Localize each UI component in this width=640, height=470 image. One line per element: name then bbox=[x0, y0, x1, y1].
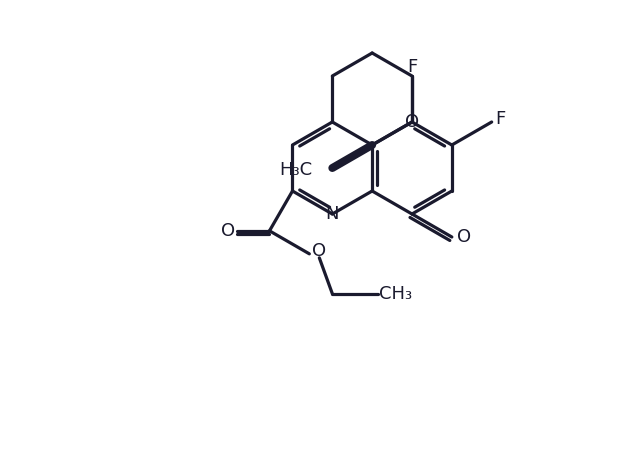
Text: O: O bbox=[405, 113, 419, 131]
Text: CH₃: CH₃ bbox=[379, 285, 412, 303]
Text: N: N bbox=[326, 205, 339, 223]
Text: O: O bbox=[312, 242, 326, 260]
Text: F: F bbox=[407, 58, 417, 76]
Text: H₃C: H₃C bbox=[279, 161, 312, 179]
Text: O: O bbox=[457, 228, 471, 246]
Text: F: F bbox=[495, 110, 506, 128]
Text: O: O bbox=[221, 222, 236, 240]
